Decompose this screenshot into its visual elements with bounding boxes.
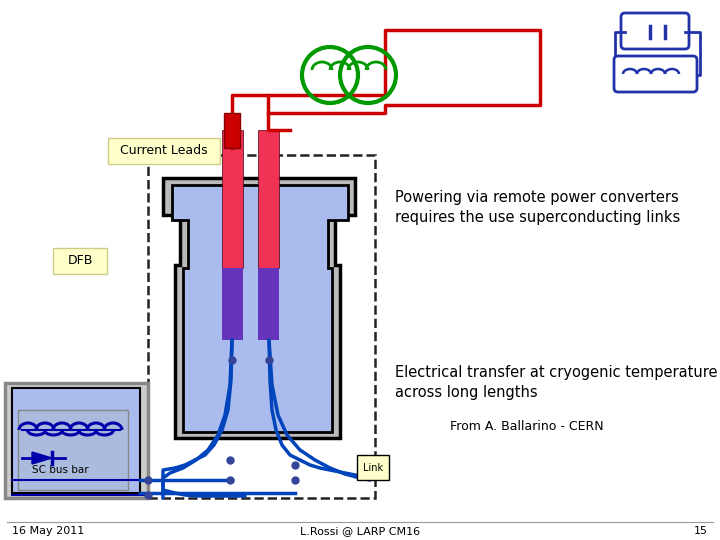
Bar xyxy=(224,113,240,148)
Text: Current Leads: Current Leads xyxy=(120,145,208,158)
Text: Link: Link xyxy=(363,463,383,473)
Bar xyxy=(357,455,389,480)
Text: 15: 15 xyxy=(694,526,708,536)
Bar xyxy=(18,410,128,490)
Bar xyxy=(148,155,375,498)
Text: Powering via remote power converters
requires the use superconducting links: Powering via remote power converters req… xyxy=(395,190,680,225)
Text: DFB: DFB xyxy=(67,254,93,267)
Text: 16 May 2011: 16 May 2011 xyxy=(12,526,84,536)
Bar xyxy=(222,268,243,340)
FancyBboxPatch shape xyxy=(108,138,220,164)
Text: From A. Ballarino - CERN: From A. Ballarino - CERN xyxy=(450,420,603,433)
FancyBboxPatch shape xyxy=(621,13,689,49)
Text: Electrical transfer at cryogenic temperature
across long lengths: Electrical transfer at cryogenic tempera… xyxy=(395,365,718,400)
FancyBboxPatch shape xyxy=(53,248,107,274)
Bar xyxy=(5,383,148,498)
Polygon shape xyxy=(163,178,355,438)
Polygon shape xyxy=(172,185,348,432)
Bar xyxy=(12,388,140,493)
Text: SC bus bar: SC bus bar xyxy=(32,465,89,475)
FancyBboxPatch shape xyxy=(614,56,697,92)
Bar xyxy=(258,130,279,268)
Polygon shape xyxy=(32,452,52,464)
Bar xyxy=(222,130,243,268)
Text: L.Rossi @ LARP CM16: L.Rossi @ LARP CM16 xyxy=(300,526,420,536)
Bar xyxy=(258,268,279,340)
